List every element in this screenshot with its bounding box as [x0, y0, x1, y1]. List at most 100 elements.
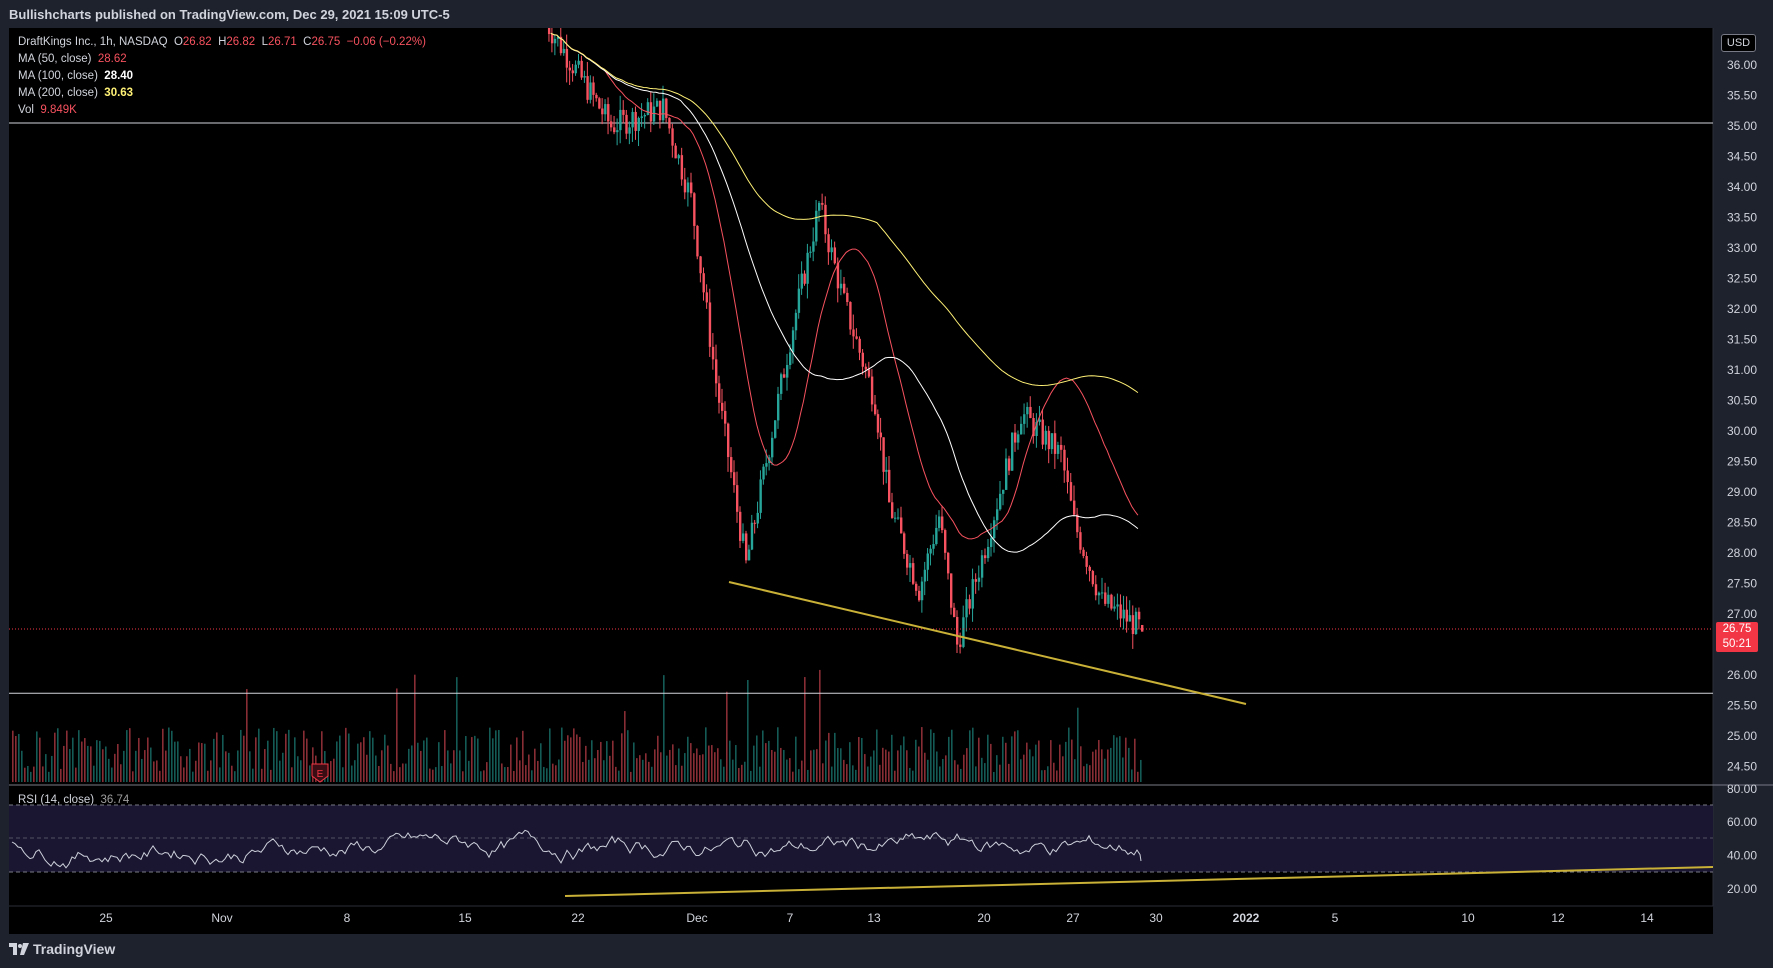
volume-bar — [765, 743, 767, 782]
price-tick-label: 27.50 — [1727, 577, 1757, 591]
volume-bar — [1014, 731, 1016, 782]
candle-body — [562, 48, 566, 54]
volume-bar — [927, 759, 929, 782]
candle-body — [990, 538, 993, 547]
volume-bar — [81, 741, 83, 782]
volume-bar — [984, 763, 986, 782]
earnings-marker[interactable]: E — [311, 763, 329, 783]
candle-body — [1032, 418, 1035, 436]
price-tick-label: 30.00 — [1727, 424, 1757, 438]
volume-bar — [264, 749, 266, 782]
volume-bar — [1017, 730, 1019, 782]
volume-bar — [393, 771, 395, 782]
volume-bar — [222, 734, 224, 782]
volume-bar — [678, 748, 680, 782]
volume-bar — [357, 743, 359, 782]
volume-bar — [957, 764, 959, 782]
candle-body — [959, 644, 962, 647]
volume-bar — [186, 756, 188, 782]
candle-body — [920, 581, 924, 601]
candle-body — [1088, 566, 1091, 571]
candle-body — [649, 102, 653, 122]
candle-body — [1119, 604, 1122, 619]
rsi-label: RSI (14, close) — [18, 794, 95, 806]
volume-bar — [1107, 749, 1109, 782]
volume-bar — [816, 749, 818, 782]
high-label: H — [218, 36, 227, 48]
candle-body — [774, 420, 777, 438]
volume-bar — [90, 746, 92, 782]
volume-bar — [198, 742, 200, 782]
earnings-icon[interactable] — [311, 763, 329, 783]
volume-legend[interactable]: Vol 9.849K — [18, 102, 77, 119]
rsi-trendline[interactable] — [564, 866, 1714, 897]
tradingview-logo[interactable]: TradingView — [9, 941, 115, 957]
volume-bar — [786, 759, 788, 782]
volume-bar — [627, 730, 629, 782]
volume-bar — [744, 761, 746, 782]
volume-bar — [900, 745, 902, 782]
time-tick-label: Dec — [686, 911, 707, 925]
price-tick-label: 26.00 — [1727, 668, 1757, 682]
volume-bar — [372, 737, 374, 782]
candle-body — [715, 359, 718, 384]
candle-body — [739, 511, 742, 541]
candle-body — [962, 617, 965, 647]
candle-body — [696, 225, 699, 257]
volume-bar — [963, 754, 965, 782]
ma50-line — [550, 32, 1139, 540]
volume-bar — [75, 767, 77, 782]
volume-bar — [1134, 738, 1136, 782]
ma100-legend[interactable]: MA (100, close) 28.40 — [18, 68, 133, 85]
volume-bar — [699, 755, 701, 782]
horizontal-levels[interactable] — [9, 122, 1713, 694]
publish-header: Bullishcharts published on TradingView.c… — [0, 0, 1773, 28]
candle-body — [1104, 592, 1107, 604]
volume-bar — [846, 764, 848, 782]
low-label: L — [261, 36, 268, 48]
rsi-legend[interactable]: RSI (14, close) 36.74 — [18, 792, 129, 809]
volume-bar — [954, 760, 956, 782]
ma50-legend[interactable]: MA (50, close) 28.62 — [18, 51, 127, 68]
volume-bar — [285, 733, 287, 782]
volume-bar — [234, 771, 236, 782]
volume-bar — [417, 742, 419, 782]
candle-body — [852, 329, 855, 337]
candle-body — [1116, 604, 1119, 607]
volume-bar — [723, 766, 725, 782]
candle-body — [938, 516, 941, 528]
candle-body — [625, 114, 628, 134]
price-tick-label: 24.50 — [1727, 760, 1757, 774]
volume-bar — [606, 741, 608, 782]
candle-body — [690, 182, 693, 194]
price-tick-label: 33.00 — [1727, 241, 1757, 255]
volume-bar — [231, 765, 233, 782]
volume-bar — [1113, 735, 1115, 782]
volume-bar — [1032, 756, 1034, 782]
candle-body — [1023, 414, 1026, 424]
volume-bar — [711, 745, 713, 782]
volume-bar — [228, 752, 230, 782]
volume-bar — [555, 765, 557, 782]
volume-bar — [669, 749, 671, 782]
volume-bar — [270, 769, 272, 782]
currency-button[interactable]: USD — [1721, 34, 1756, 52]
close-label: C — [303, 36, 312, 48]
ma200-legend[interactable]: MA (200, close) 30.63 — [18, 85, 133, 102]
candle-body — [705, 292, 709, 303]
candle-body — [794, 312, 798, 331]
volume-bar — [255, 737, 257, 782]
candle-body — [839, 283, 843, 289]
price-tick-label: 32.50 — [1727, 272, 1757, 286]
support-trendline[interactable] — [728, 581, 1247, 705]
volume-bar — [96, 740, 98, 782]
volume-bar — [621, 733, 623, 782]
last-price-value: 26.75 — [1722, 623, 1752, 635]
volume-bar — [1101, 749, 1103, 782]
volume-bar — [321, 731, 323, 782]
volume-bar — [714, 752, 716, 782]
candle-body — [843, 283, 846, 293]
symbol-legend[interactable]: DraftKings Inc., 1h, NASDAQ O26.82 H26.8… — [18, 34, 426, 51]
volume-bar — [1131, 769, 1133, 782]
